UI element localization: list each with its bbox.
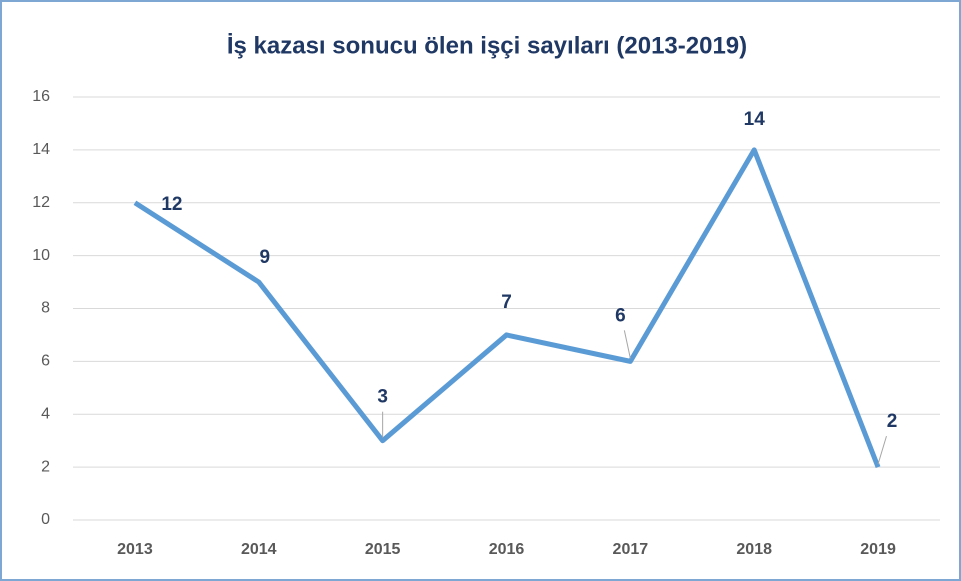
x-tick-label: 2018 bbox=[736, 541, 772, 558]
y-tick-label: 12 bbox=[32, 194, 50, 211]
x-tick-label: 2019 bbox=[860, 541, 896, 558]
y-tick-label: 8 bbox=[41, 300, 50, 317]
y-tick-label: 14 bbox=[32, 141, 50, 158]
data-label: 7 bbox=[501, 292, 512, 313]
y-tick-label: 16 bbox=[32, 88, 50, 105]
x-tick-label: 2013 bbox=[117, 541, 153, 558]
data-label: 2 bbox=[887, 411, 898, 432]
y-tick-label: 4 bbox=[41, 405, 50, 422]
x-tick-label: 2014 bbox=[241, 541, 277, 558]
data-label: 3 bbox=[377, 387, 388, 408]
data-line bbox=[133, 147, 881, 469]
x-tick-label: 2017 bbox=[613, 541, 649, 558]
leader-line bbox=[623, 330, 631, 359]
data-label: 9 bbox=[259, 247, 270, 268]
y-tick-label: 0 bbox=[41, 511, 50, 528]
y-tick-label: 6 bbox=[41, 353, 50, 370]
leader-line bbox=[877, 435, 887, 465]
data-label: 6 bbox=[615, 305, 626, 326]
chart-title: İş kazası sonucu ölen işçi sayıları (201… bbox=[227, 32, 747, 59]
x-tick-label: 2015 bbox=[365, 541, 401, 558]
data-label: 14 bbox=[744, 109, 766, 130]
x-tick-label: 2016 bbox=[489, 541, 525, 558]
y-tick-label: 2 bbox=[41, 458, 50, 475]
y-tick-label: 10 bbox=[32, 247, 50, 264]
data-label: 12 bbox=[161, 194, 182, 215]
